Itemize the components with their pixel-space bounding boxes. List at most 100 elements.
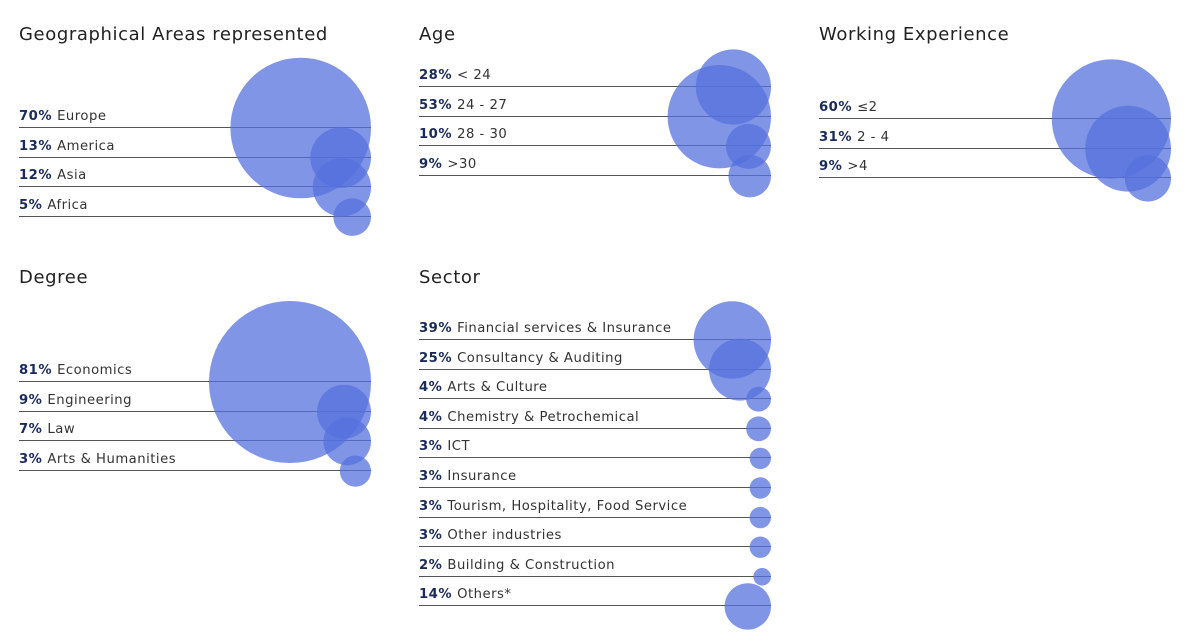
row-label: 4% Arts & Culture [419, 380, 548, 395]
category-label: Tourism, Hospitality, Food Service [447, 498, 688, 514]
data-row: 4% Chemistry & Petrochemical [419, 400, 771, 429]
percent-label: 3% [419, 439, 443, 455]
percent-label: 81% [19, 363, 53, 378]
row-label: 53% 24 - 27 [419, 98, 507, 113]
row-label: 9% Engineering [19, 393, 132, 408]
percent-label: 60% [819, 100, 853, 115]
category-label: Consultancy & Auditing [457, 350, 623, 366]
percent-label: 39% [419, 321, 453, 336]
category-label: Law [47, 422, 76, 438]
bubble-insurance [749, 477, 771, 499]
bubble-30 [728, 154, 771, 198]
row-label: 9% >30 [419, 157, 477, 172]
percent-label: 3% [419, 498, 443, 514]
percent-label: 53% [419, 97, 453, 113]
chart-title: Working Experience [819, 24, 1010, 45]
percent-label: 12% [19, 168, 53, 184]
row-label: 14% Others* [419, 587, 512, 602]
category-label: >4 [847, 159, 868, 175]
percent-label: 28% [419, 68, 453, 83]
data-row: 25% Consultancy & Auditing [419, 341, 771, 370]
category-label: 28 - 30 [457, 127, 508, 143]
bubble-tourism-hospitality-food-service [749, 506, 771, 529]
percent-label: 9% [819, 159, 843, 175]
data-row: 3% Other industries [419, 518, 771, 548]
percent-label: 31% [819, 129, 853, 145]
row-label: 81% Economics [19, 363, 132, 378]
category-label: Building & Construction [447, 557, 616, 573]
data-row: 13% America [19, 129, 371, 158]
bubble-consultancy-auditing [709, 338, 771, 401]
category-label: 2 - 4 [857, 129, 890, 145]
percent-label: 70% [19, 109, 53, 124]
percent-label: 9% [419, 157, 443, 173]
category-label: ICT [447, 439, 471, 455]
row-label: 70% Europe [19, 109, 106, 124]
row-label: 12% Asia [19, 168, 87, 183]
chart-title: Age [419, 24, 456, 45]
row-label: 2% Building & Construction [419, 558, 615, 573]
data-row: 3% Arts & Humanities [19, 442, 371, 472]
percent-label: 4% [419, 380, 443, 396]
data-row: 2% Building & Construction [419, 548, 771, 577]
bubble-plot [1051, 59, 1171, 202]
age-chart: Age 28% < 24 53% 24 - 27 10% 28 - 30 9% >30 [419, 24, 771, 198]
row-label: 4% Chemistry & Petrochemical [419, 410, 639, 425]
percent-label: 13% [19, 138, 53, 154]
data-row: 7% Law [19, 412, 371, 442]
row-label: 28% < 24 [419, 68, 491, 83]
percent-label: 4% [419, 409, 443, 425]
chart-title: Sector [419, 267, 481, 288]
data-row: 3% Insurance [419, 459, 771, 488]
working-experience-chart: Working Experience 60% ≤2 31% 2 - 4 9% >4 [819, 24, 1171, 202]
category-label: Arts & Culture [447, 380, 548, 396]
percent-label: 7% [19, 422, 43, 438]
data-row: 3% Tourism, Hospitality, Food Service [419, 489, 771, 518]
percent-label: 14% [419, 587, 453, 603]
category-label: Asia [57, 168, 87, 184]
percent-label: 3% [419, 469, 443, 484]
degree-chart: Degree 81% Economics 9% Engineering 7% Law 3% Ar… [19, 267, 372, 491]
bubble-plot [230, 57, 372, 236]
row-label: 9% >4 [819, 159, 868, 174]
row-label: 3% Arts & Humanities [19, 452, 176, 467]
data-row: 3% ICT [419, 429, 771, 459]
category-label: Others* [457, 587, 512, 603]
percent-label: 25% [419, 350, 453, 366]
row-label: 10% 28 - 30 [419, 127, 507, 142]
bubble-ict [749, 447, 771, 470]
row-label: 5% Africa [19, 198, 88, 213]
bubble-africa [333, 198, 372, 236]
bubble-plot [667, 49, 771, 198]
data-row: 81% Economics [19, 353, 371, 382]
data-row: 14% Others* [419, 577, 771, 607]
bubble-plot [209, 301, 372, 487]
data-row: 9% >30 [419, 147, 771, 177]
data-row: 9% Engineering [19, 383, 371, 412]
row-label: 60% ≤2 [819, 100, 878, 115]
data-row: 28% < 24 [419, 58, 771, 87]
bubble-arts-humanities [339, 455, 371, 487]
category-label: 24 - 27 [457, 97, 508, 113]
data-row: 53% 24 - 27 [419, 88, 771, 117]
bubble-law [323, 417, 372, 466]
percent-label: 3% [19, 452, 43, 468]
category-label: Engineering [47, 392, 133, 408]
bubble-others [724, 583, 771, 630]
bubble-4 [1124, 155, 1171, 202]
row-label: 3% Other industries [419, 528, 562, 543]
geographical-areas-chart: Geographical Areas represented 70% Europe 1… [19, 24, 372, 237]
category-label: Financial services & Insurance [457, 321, 672, 336]
bubble-arts-culture [746, 386, 771, 412]
percent-label: 2% [419, 557, 443, 573]
sector-chart: Sector 39% Financial services & Insurance 2… [419, 267, 771, 630]
category-label: Other industries [447, 528, 562, 544]
percent-label: 5% [19, 198, 43, 214]
row-label: 3% Insurance [419, 469, 517, 484]
category-label: < 24 [457, 68, 492, 83]
bubble-building-construction [753, 568, 771, 586]
category-label: Chemistry & Petrochemical [447, 409, 640, 425]
percent-label: 9% [19, 392, 43, 408]
chart-title: Degree [19, 267, 89, 288]
row-label: 13% America [19, 139, 115, 154]
